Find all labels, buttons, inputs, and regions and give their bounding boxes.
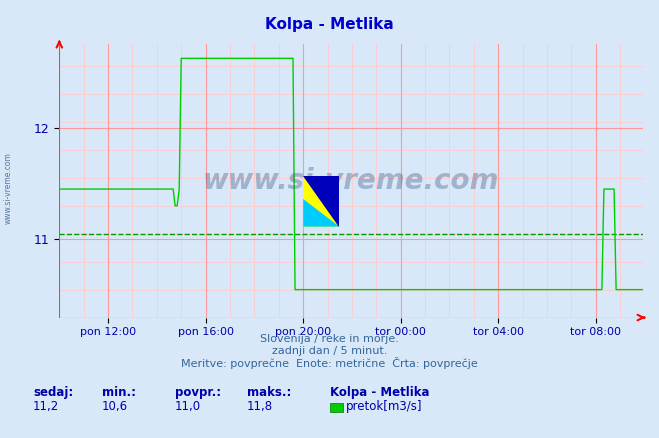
Text: www.si-vreme.com: www.si-vreme.com [203,167,499,194]
Text: Kolpa - Metlika: Kolpa - Metlika [330,385,429,399]
Text: Slovenija / reke in morje.: Slovenija / reke in morje. [260,335,399,344]
Text: pretok[m3/s]: pretok[m3/s] [346,400,422,413]
Text: 11,0: 11,0 [175,400,201,413]
Text: sedaj:: sedaj: [33,385,73,399]
Text: 11,2: 11,2 [33,400,59,413]
Text: min.:: min.: [102,385,136,399]
Text: www.si-vreme.com: www.si-vreme.com [3,152,13,224]
Text: 11,8: 11,8 [247,400,273,413]
Text: Meritve: povprečne  Enote: metrične  Črta: povprečje: Meritve: povprečne Enote: metrične Črta:… [181,357,478,369]
Text: povpr.:: povpr.: [175,385,221,399]
Text: zadnji dan / 5 minut.: zadnji dan / 5 minut. [272,346,387,356]
Text: 10,6: 10,6 [102,400,129,413]
Text: maks.:: maks.: [247,385,291,399]
Text: Kolpa - Metlika: Kolpa - Metlika [265,17,394,32]
